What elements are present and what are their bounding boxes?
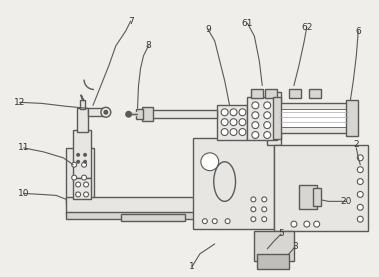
- Text: 7: 7: [128, 17, 133, 26]
- Bar: [257, 254, 289, 269]
- Circle shape: [304, 221, 310, 227]
- Circle shape: [221, 109, 228, 116]
- Circle shape: [262, 207, 267, 212]
- Circle shape: [251, 197, 256, 202]
- Bar: [274, 145, 368, 231]
- Circle shape: [84, 182, 89, 187]
- Text: 10: 10: [18, 189, 30, 198]
- Bar: [299, 184, 317, 209]
- Circle shape: [230, 119, 237, 126]
- Circle shape: [303, 193, 313, 202]
- Circle shape: [314, 221, 319, 227]
- Circle shape: [76, 153, 80, 157]
- Bar: [265, 89, 277, 98]
- Circle shape: [201, 153, 219, 171]
- Text: 2: 2: [354, 140, 359, 149]
- Circle shape: [357, 155, 363, 161]
- Circle shape: [357, 204, 363, 210]
- Circle shape: [101, 107, 111, 117]
- Circle shape: [239, 109, 246, 116]
- Bar: [80, 100, 85, 109]
- Bar: [267, 93, 281, 145]
- Circle shape: [72, 175, 77, 180]
- Text: 12: 12: [14, 98, 25, 107]
- Bar: [289, 89, 301, 98]
- Bar: [309, 89, 321, 98]
- Circle shape: [264, 122, 271, 129]
- Bar: [277, 109, 350, 127]
- Circle shape: [221, 129, 228, 135]
- Circle shape: [81, 162, 86, 167]
- Bar: [313, 188, 321, 206]
- Circle shape: [125, 111, 132, 118]
- Circle shape: [239, 129, 246, 135]
- Circle shape: [212, 219, 217, 224]
- Bar: [273, 98, 281, 139]
- Circle shape: [251, 217, 256, 222]
- Circle shape: [251, 207, 256, 212]
- Circle shape: [239, 119, 246, 126]
- Bar: [277, 103, 350, 133]
- Bar: [77, 108, 88, 132]
- Circle shape: [84, 192, 89, 197]
- Text: 3: 3: [292, 242, 298, 252]
- Text: 20: 20: [341, 197, 352, 206]
- Circle shape: [83, 153, 87, 157]
- Bar: [143, 107, 153, 121]
- Circle shape: [230, 129, 237, 135]
- Text: 1: 1: [189, 262, 195, 271]
- Circle shape: [262, 197, 267, 202]
- Text: 9: 9: [205, 25, 211, 34]
- Circle shape: [230, 109, 237, 116]
- Circle shape: [221, 119, 228, 126]
- Bar: [88, 108, 103, 116]
- Text: 6: 6: [356, 27, 361, 35]
- Bar: [150, 110, 217, 118]
- Circle shape: [103, 110, 108, 115]
- Bar: [193, 138, 274, 229]
- Circle shape: [252, 122, 259, 129]
- Circle shape: [252, 102, 259, 109]
- Text: 61: 61: [242, 19, 253, 28]
- Bar: [247, 98, 277, 140]
- Circle shape: [76, 160, 80, 164]
- Bar: [73, 130, 91, 178]
- Text: 8: 8: [146, 42, 151, 50]
- Text: 62: 62: [301, 23, 313, 32]
- Circle shape: [83, 160, 87, 164]
- Ellipse shape: [214, 162, 235, 201]
- Bar: [136, 109, 144, 119]
- Circle shape: [357, 167, 363, 173]
- Circle shape: [357, 216, 363, 222]
- Bar: [66, 148, 94, 204]
- Bar: [121, 214, 185, 221]
- Bar: [346, 100, 358, 136]
- Bar: [73, 178, 91, 199]
- Circle shape: [76, 192, 81, 197]
- Circle shape: [264, 112, 271, 119]
- Circle shape: [225, 219, 230, 224]
- Circle shape: [72, 162, 77, 167]
- Circle shape: [264, 132, 271, 138]
- Circle shape: [252, 112, 259, 119]
- Bar: [66, 198, 195, 214]
- Circle shape: [357, 179, 363, 184]
- Circle shape: [291, 221, 297, 227]
- Circle shape: [76, 182, 81, 187]
- Bar: [254, 231, 294, 261]
- Text: 11: 11: [18, 143, 30, 152]
- Circle shape: [202, 219, 207, 224]
- Bar: [217, 105, 247, 140]
- Circle shape: [81, 175, 86, 180]
- Bar: [66, 212, 195, 219]
- Circle shape: [264, 102, 271, 109]
- Bar: [251, 89, 263, 98]
- Circle shape: [252, 132, 259, 138]
- Circle shape: [357, 191, 363, 198]
- Text: 5: 5: [278, 229, 284, 238]
- Circle shape: [262, 217, 267, 222]
